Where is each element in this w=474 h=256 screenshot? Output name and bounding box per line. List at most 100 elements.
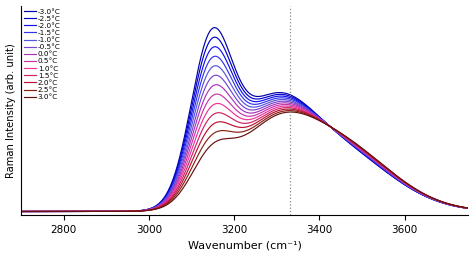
Line: -3.0°C: -3.0°C (21, 28, 468, 211)
-1.5°C (96, 210, 101, 213)
-2.0°C (409, 187, 414, 190)
Line: -0.5°C: -0.5°C (21, 75, 468, 211)
-2.0°C (465, 207, 471, 210)
0.5°C (69, 210, 75, 213)
-0.5°C (209, 75, 215, 78)
-2.5°C (409, 187, 414, 190)
-1.0°C (96, 210, 101, 213)
0.5°C (209, 94, 215, 98)
0.5°C (190, 139, 195, 142)
3.0°C (18, 210, 24, 213)
2.5°C (96, 210, 101, 213)
2.0°C (409, 185, 414, 188)
1.0°C (18, 210, 24, 213)
0.5°C (409, 186, 414, 189)
-0.5°C (190, 126, 195, 129)
0.0°C (96, 210, 101, 213)
2.5°C (465, 207, 471, 210)
-3.0°C (69, 210, 75, 213)
-2.5°C (96, 210, 101, 213)
-1.5°C (465, 207, 471, 210)
Line: -1.5°C: -1.5°C (21, 56, 468, 211)
3.0°C (288, 111, 293, 114)
-1.0°C (465, 207, 471, 210)
0.0°C (465, 207, 471, 210)
3.0°C (409, 185, 414, 188)
-0.5°C (69, 210, 75, 213)
1.5°C (284, 106, 290, 109)
-0.5°C (213, 74, 219, 77)
3.0°C (457, 205, 463, 208)
3.0°C (465, 207, 471, 210)
0.5°C (465, 207, 471, 210)
-0.5°C (409, 186, 414, 189)
X-axis label: Wavenumber (cm⁻¹): Wavenumber (cm⁻¹) (188, 240, 302, 250)
1.0°C (69, 210, 75, 213)
0.0°C (18, 210, 24, 213)
-0.5°C (18, 210, 24, 213)
1.0°C (465, 207, 471, 210)
Line: 3.0°C: 3.0°C (21, 112, 468, 211)
2.0°C (209, 123, 215, 126)
-3.0°C (190, 94, 195, 98)
Line: 0.0°C: 0.0°C (21, 85, 468, 211)
1.0°C (215, 102, 220, 105)
0.5°C (214, 93, 220, 96)
3.0°C (209, 143, 215, 146)
0.0°C (213, 83, 219, 86)
Line: -1.0°C: -1.0°C (21, 66, 468, 211)
-2.0°C (190, 107, 195, 110)
1.0°C (409, 186, 414, 189)
-2.5°C (69, 210, 75, 213)
-1.0°C (18, 210, 24, 213)
1.5°C (69, 210, 75, 213)
-0.5°C (96, 210, 101, 213)
1.5°C (96, 210, 101, 213)
0.0°C (209, 85, 215, 88)
2.5°C (18, 210, 24, 213)
-3.0°C (409, 188, 414, 191)
-0.5°C (457, 205, 463, 208)
0.0°C (190, 133, 195, 136)
1.5°C (457, 205, 463, 208)
-1.5°C (409, 187, 414, 190)
2.0°C (69, 210, 75, 213)
-2.0°C (18, 210, 24, 213)
-2.5°C (465, 207, 471, 210)
1.5°C (190, 152, 195, 155)
-2.0°C (209, 46, 215, 49)
1.0°C (190, 145, 195, 148)
2.5°C (69, 210, 75, 213)
-2.0°C (69, 210, 75, 213)
0.5°C (18, 210, 24, 213)
0.0°C (457, 205, 463, 208)
-1.5°C (457, 205, 463, 208)
-1.0°C (209, 66, 215, 69)
-1.0°C (409, 187, 414, 190)
-2.0°C (457, 206, 463, 209)
-2.5°C (212, 36, 218, 39)
Legend: -3.0°C, -2.5°C, -2.0°C, -1.5°C, -1.0°C, -0.5°C, 0.0°C, 0.5°C, 1.0°C, 1.5°C, 2.0°: -3.0°C, -2.5°C, -2.0°C, -1.5°C, -1.0°C, … (23, 8, 61, 101)
2.0°C (457, 205, 463, 208)
2.5°C (457, 205, 463, 208)
Y-axis label: Raman Intensity (arb. unit): Raman Intensity (arb. unit) (6, 43, 16, 178)
0.0°C (69, 210, 75, 213)
2.5°C (190, 164, 195, 167)
-3.0°C (212, 26, 218, 29)
2.0°C (465, 207, 471, 210)
1.0°C (457, 205, 463, 208)
Line: 1.5°C: 1.5°C (21, 108, 468, 211)
-1.5°C (212, 55, 218, 58)
-3.0°C (96, 210, 101, 213)
-1.0°C (457, 205, 463, 208)
Line: 2.5°C: 2.5°C (21, 111, 468, 211)
Line: 2.0°C: 2.0°C (21, 109, 468, 211)
-2.0°C (212, 45, 218, 48)
-2.5°C (18, 210, 24, 213)
-3.0°C (18, 210, 24, 213)
1.5°C (18, 210, 24, 213)
-2.5°C (209, 37, 215, 40)
2.5°C (209, 133, 215, 136)
3.0°C (69, 210, 75, 213)
-1.0°C (69, 210, 75, 213)
